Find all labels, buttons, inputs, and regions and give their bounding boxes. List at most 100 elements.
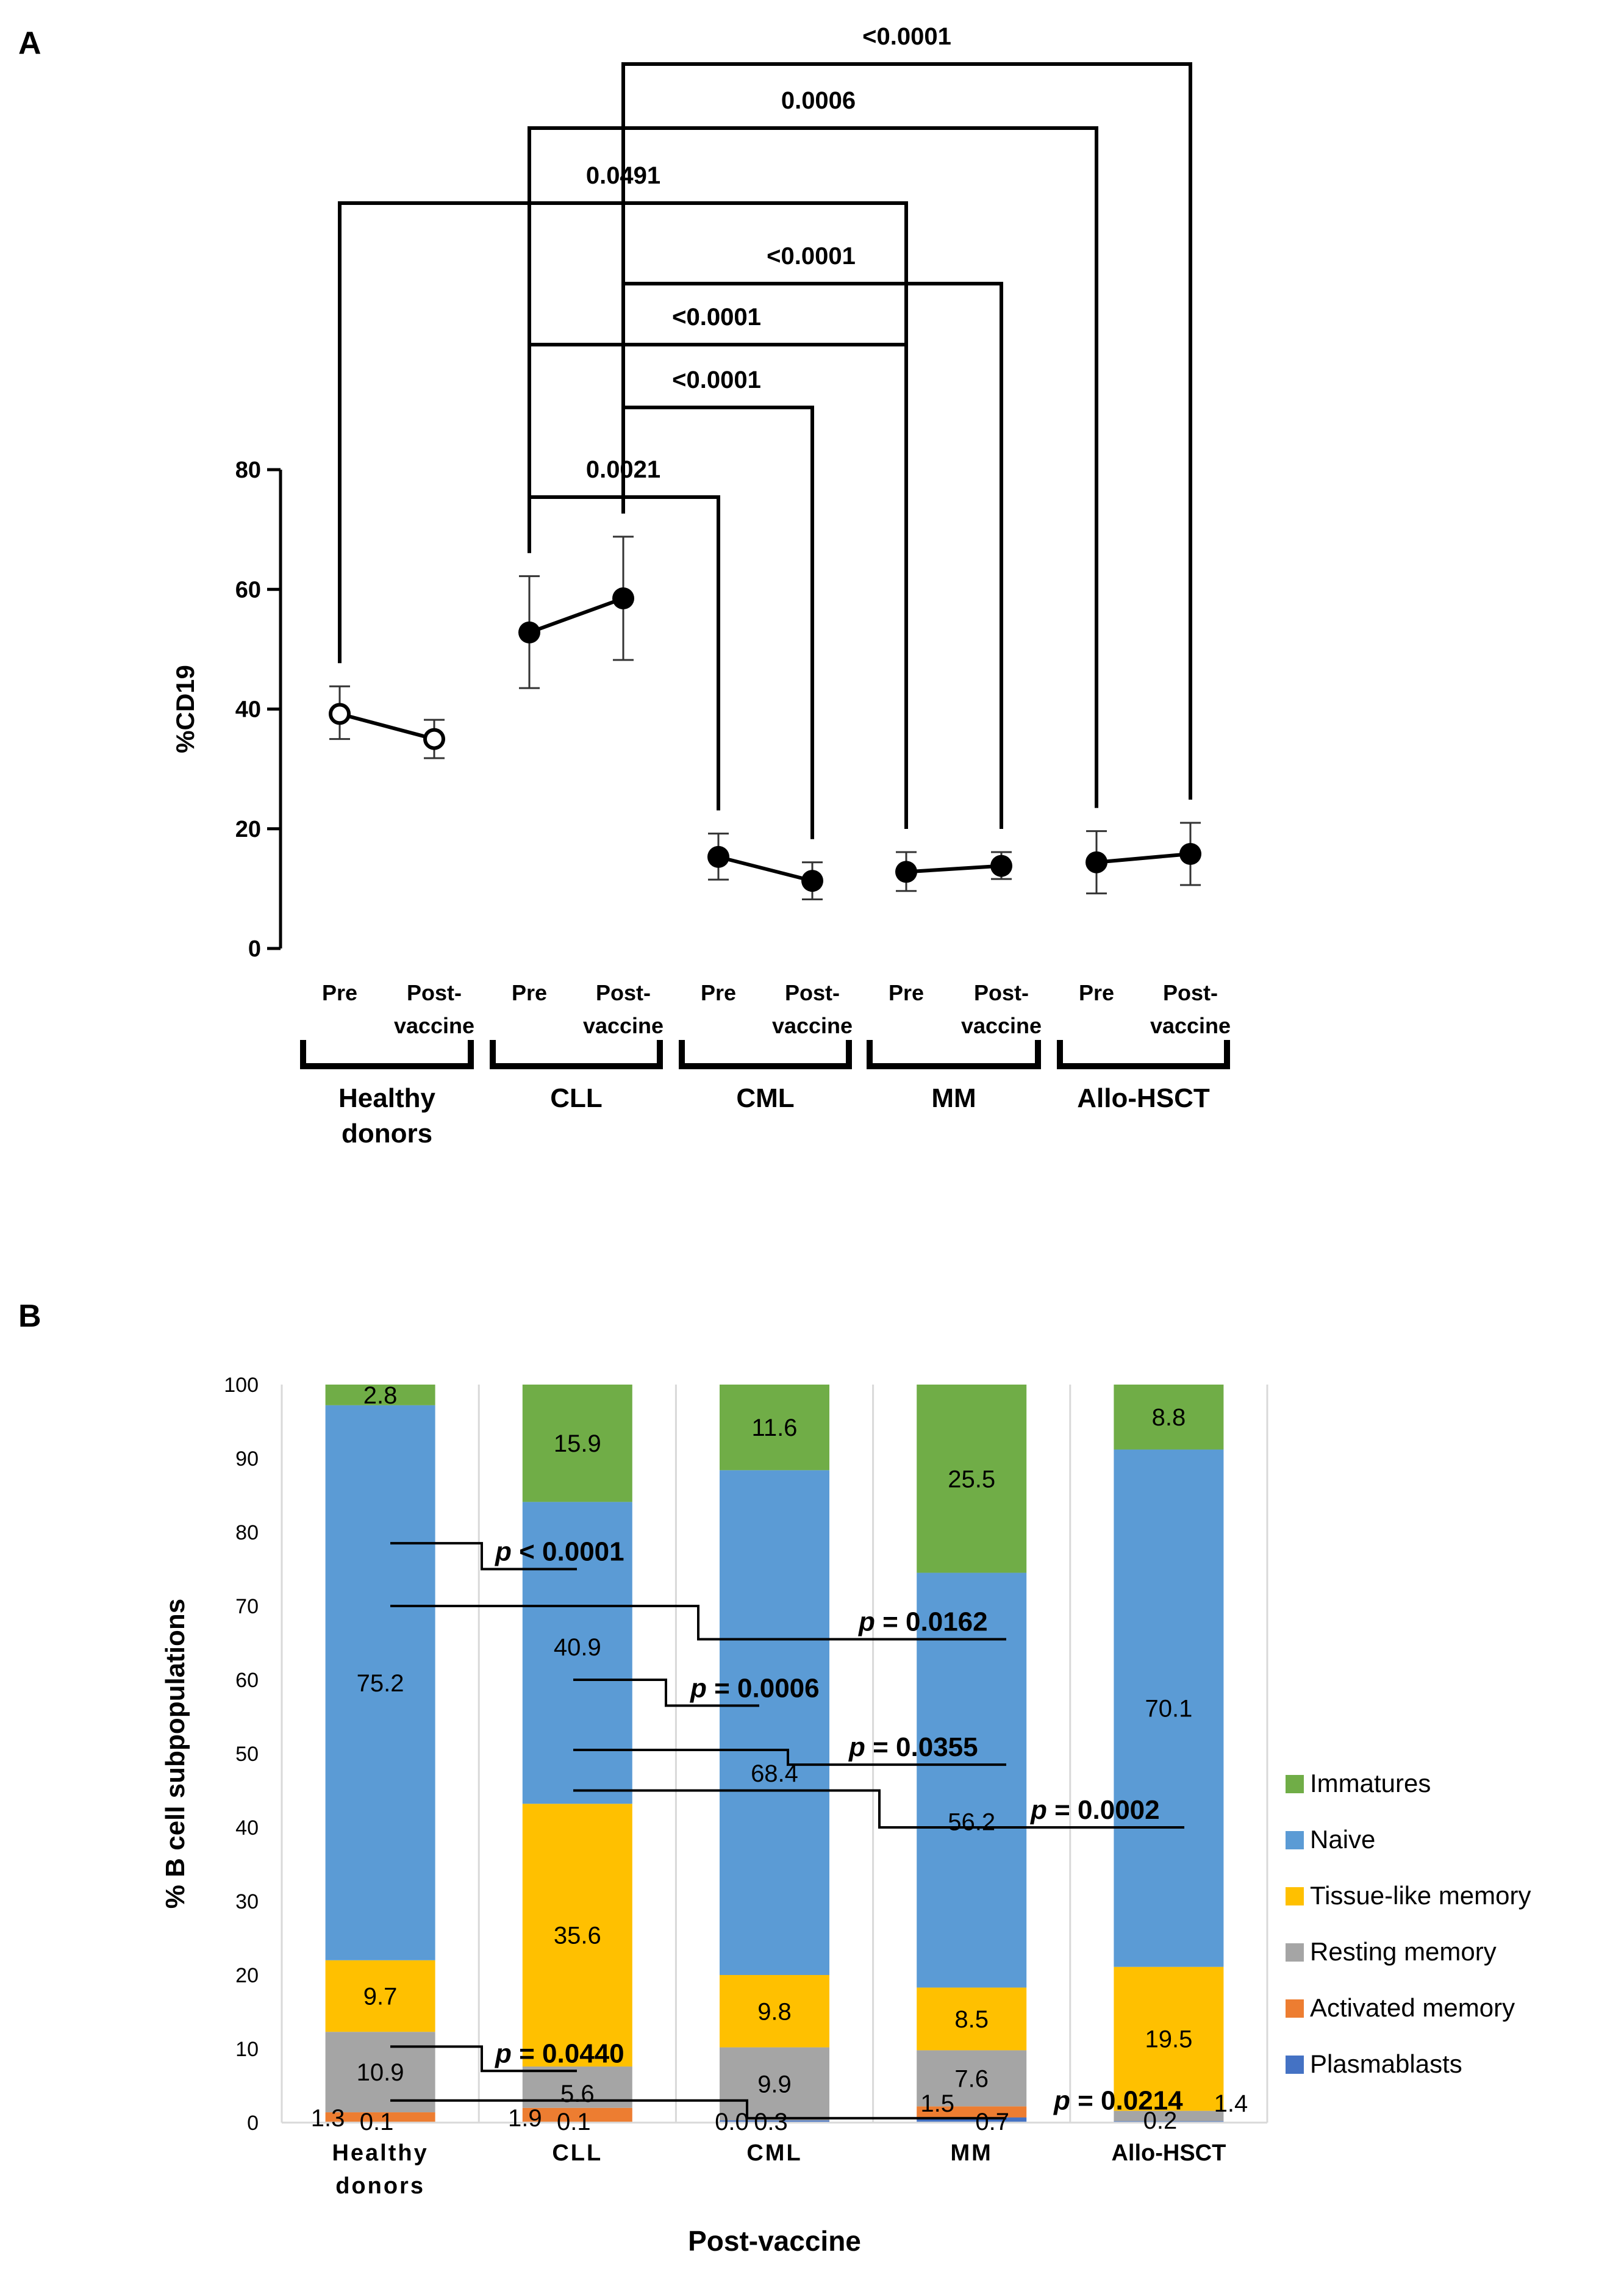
panel-a-chart: 0 20 40 60 80 %CD19 <0.0001 0.0006 0.0491 <0.0001… — [171, 23, 1231, 1149]
comparison-bracket — [621, 343, 908, 830]
data-label: 1.5 — [920, 2090, 954, 2117]
comparison-p-value: 0.0006 — [781, 87, 856, 114]
bar-segment — [917, 1385, 1027, 1573]
p-symbol: p — [858, 1607, 875, 1636]
p-symbol: p — [848, 1732, 865, 1762]
significance-label: p = 0.0214 — [1053, 2086, 1183, 2116]
group-bracket — [300, 1040, 474, 1069]
data-label: 11.6 — [752, 1414, 798, 1441]
data-label: 5.6 — [560, 2081, 595, 2107]
data-label: 9.9 — [757, 2071, 792, 2098]
significance-label: p < 0.0001 — [495, 1537, 624, 1567]
y-tick-label: 70 — [235, 1595, 259, 1618]
y-tick-label: 0 — [247, 2112, 259, 2135]
x-tick-label: vaccine — [772, 1013, 853, 1038]
x-category-label: CLL — [552, 2140, 603, 2166]
legend-swatch — [1286, 1943, 1304, 1962]
x-tick-label: vaccine — [583, 1013, 664, 1038]
data-label: 0.7 — [975, 2109, 1009, 2135]
comparison-bracket — [528, 343, 908, 830]
group-bracket — [1057, 1040, 1230, 1069]
significance-line — [390, 2045, 577, 2073]
x-tick-label: Pre — [512, 980, 547, 1005]
data-label: 19.5 — [1145, 2026, 1192, 2053]
data-point — [329, 703, 351, 725]
data-point — [612, 587, 634, 609]
y-axis-title: % B cell subpopulations — [160, 1599, 190, 1909]
bar-segment — [1114, 1385, 1224, 1450]
y-tick-label: 80 — [235, 1521, 259, 1544]
panel-b-chart: 0 10 20 30 40 50 60 70 80 90 100 % B cell subpopula… — [160, 1374, 1531, 2257]
y-tick-label: 60 — [235, 577, 261, 603]
group-label: donors — [342, 1119, 432, 1149]
x-tick-label: Pre — [889, 980, 924, 1005]
data-label: 75.2 — [357, 1670, 404, 1697]
bar-segment — [720, 1470, 829, 1975]
p-value: = 0.0440 — [512, 2038, 624, 2068]
data-label: 40.9 — [554, 1634, 601, 1661]
data-label: 0.3 — [754, 2109, 788, 2135]
x-tick-label: Post- — [974, 980, 1029, 1005]
group-label: Allo-HSCT — [1077, 1083, 1210, 1113]
x-tick-label: Post- — [596, 980, 651, 1005]
legend-label: Tissue-like memory — [1310, 1881, 1531, 1910]
data-label: 0.1 — [557, 2109, 591, 2135]
significance-label: p = 0.0355 — [848, 1732, 978, 1762]
x-tick-label: vaccine — [961, 1013, 1042, 1038]
series-line — [1096, 851, 1191, 864]
data-label: 0.1 — [360, 2109, 394, 2135]
data-label: 8.8 — [1152, 1404, 1186, 1431]
data-label: 9.8 — [757, 1998, 792, 2025]
significance-line — [573, 1789, 1184, 1829]
group-label: MM — [931, 1083, 976, 1113]
legend-swatch — [1286, 2056, 1304, 2074]
bar-segment — [1114, 1449, 1224, 1967]
data-point — [1179, 842, 1201, 865]
legend-label: Plasmablasts — [1310, 2049, 1462, 2078]
data-label: 0.0 — [715, 2109, 749, 2135]
p-symbol: p — [495, 1537, 512, 1567]
data-point — [895, 861, 917, 883]
series-line — [339, 712, 435, 741]
data-label: 1.3 — [311, 2105, 345, 2132]
group-bracket — [867, 1040, 1041, 1069]
data-point — [423, 728, 445, 750]
bar-segment — [325, 2032, 435, 2113]
y-tick-label: 90 — [235, 1447, 259, 1471]
comparison-p-value: <0.0001 — [767, 243, 856, 270]
legend-label: Activated memory — [1310, 1993, 1515, 2022]
x-category-label: donors — [335, 2173, 425, 2199]
data-label: 1.9 — [508, 2105, 542, 2132]
bar-segment — [917, 2117, 1027, 2123]
bar-segment — [720, 2047, 829, 2121]
bar-segment — [720, 1975, 829, 2048]
p-value: = 0.0214 — [1070, 2086, 1183, 2116]
series-line — [528, 597, 624, 634]
legend-swatch — [1286, 1999, 1304, 2018]
bar-segment — [917, 2106, 1027, 2118]
bar-segment — [917, 2050, 1027, 2107]
y-tick-label: 20 — [235, 1964, 259, 1987]
p-symbol: p — [495, 2038, 512, 2068]
comparison-p-value: <0.0001 — [672, 367, 761, 393]
x-category-label: Healthy — [332, 2140, 428, 2166]
x-tick-label: Post- — [407, 980, 462, 1005]
comparison-p-value: 0.0021 — [586, 456, 660, 483]
legend-label: Immatures — [1310, 1769, 1431, 1798]
x-tick-label: vaccine — [1150, 1013, 1231, 1038]
bar-segment — [1114, 1966, 1224, 2111]
series-line — [718, 855, 813, 883]
significance-line — [390, 1542, 577, 1571]
y-tick-label: 80 — [235, 457, 261, 483]
data-label: 25.5 — [948, 1466, 995, 1493]
p-value: = 0.0002 — [1047, 1795, 1160, 1825]
p-symbol: p — [690, 1673, 707, 1703]
data-label: 15.9 — [554, 1430, 601, 1457]
data-label: 56.2 — [948, 1809, 995, 1836]
significance-label: p = 0.0006 — [690, 1673, 820, 1703]
data-label: 8.5 — [954, 2006, 989, 2033]
x-axis-title: Post-vaccine — [688, 2225, 861, 2257]
y-tick-label: 100 — [224, 1374, 259, 1397]
data-label: 1.4 — [1214, 2090, 1248, 2117]
